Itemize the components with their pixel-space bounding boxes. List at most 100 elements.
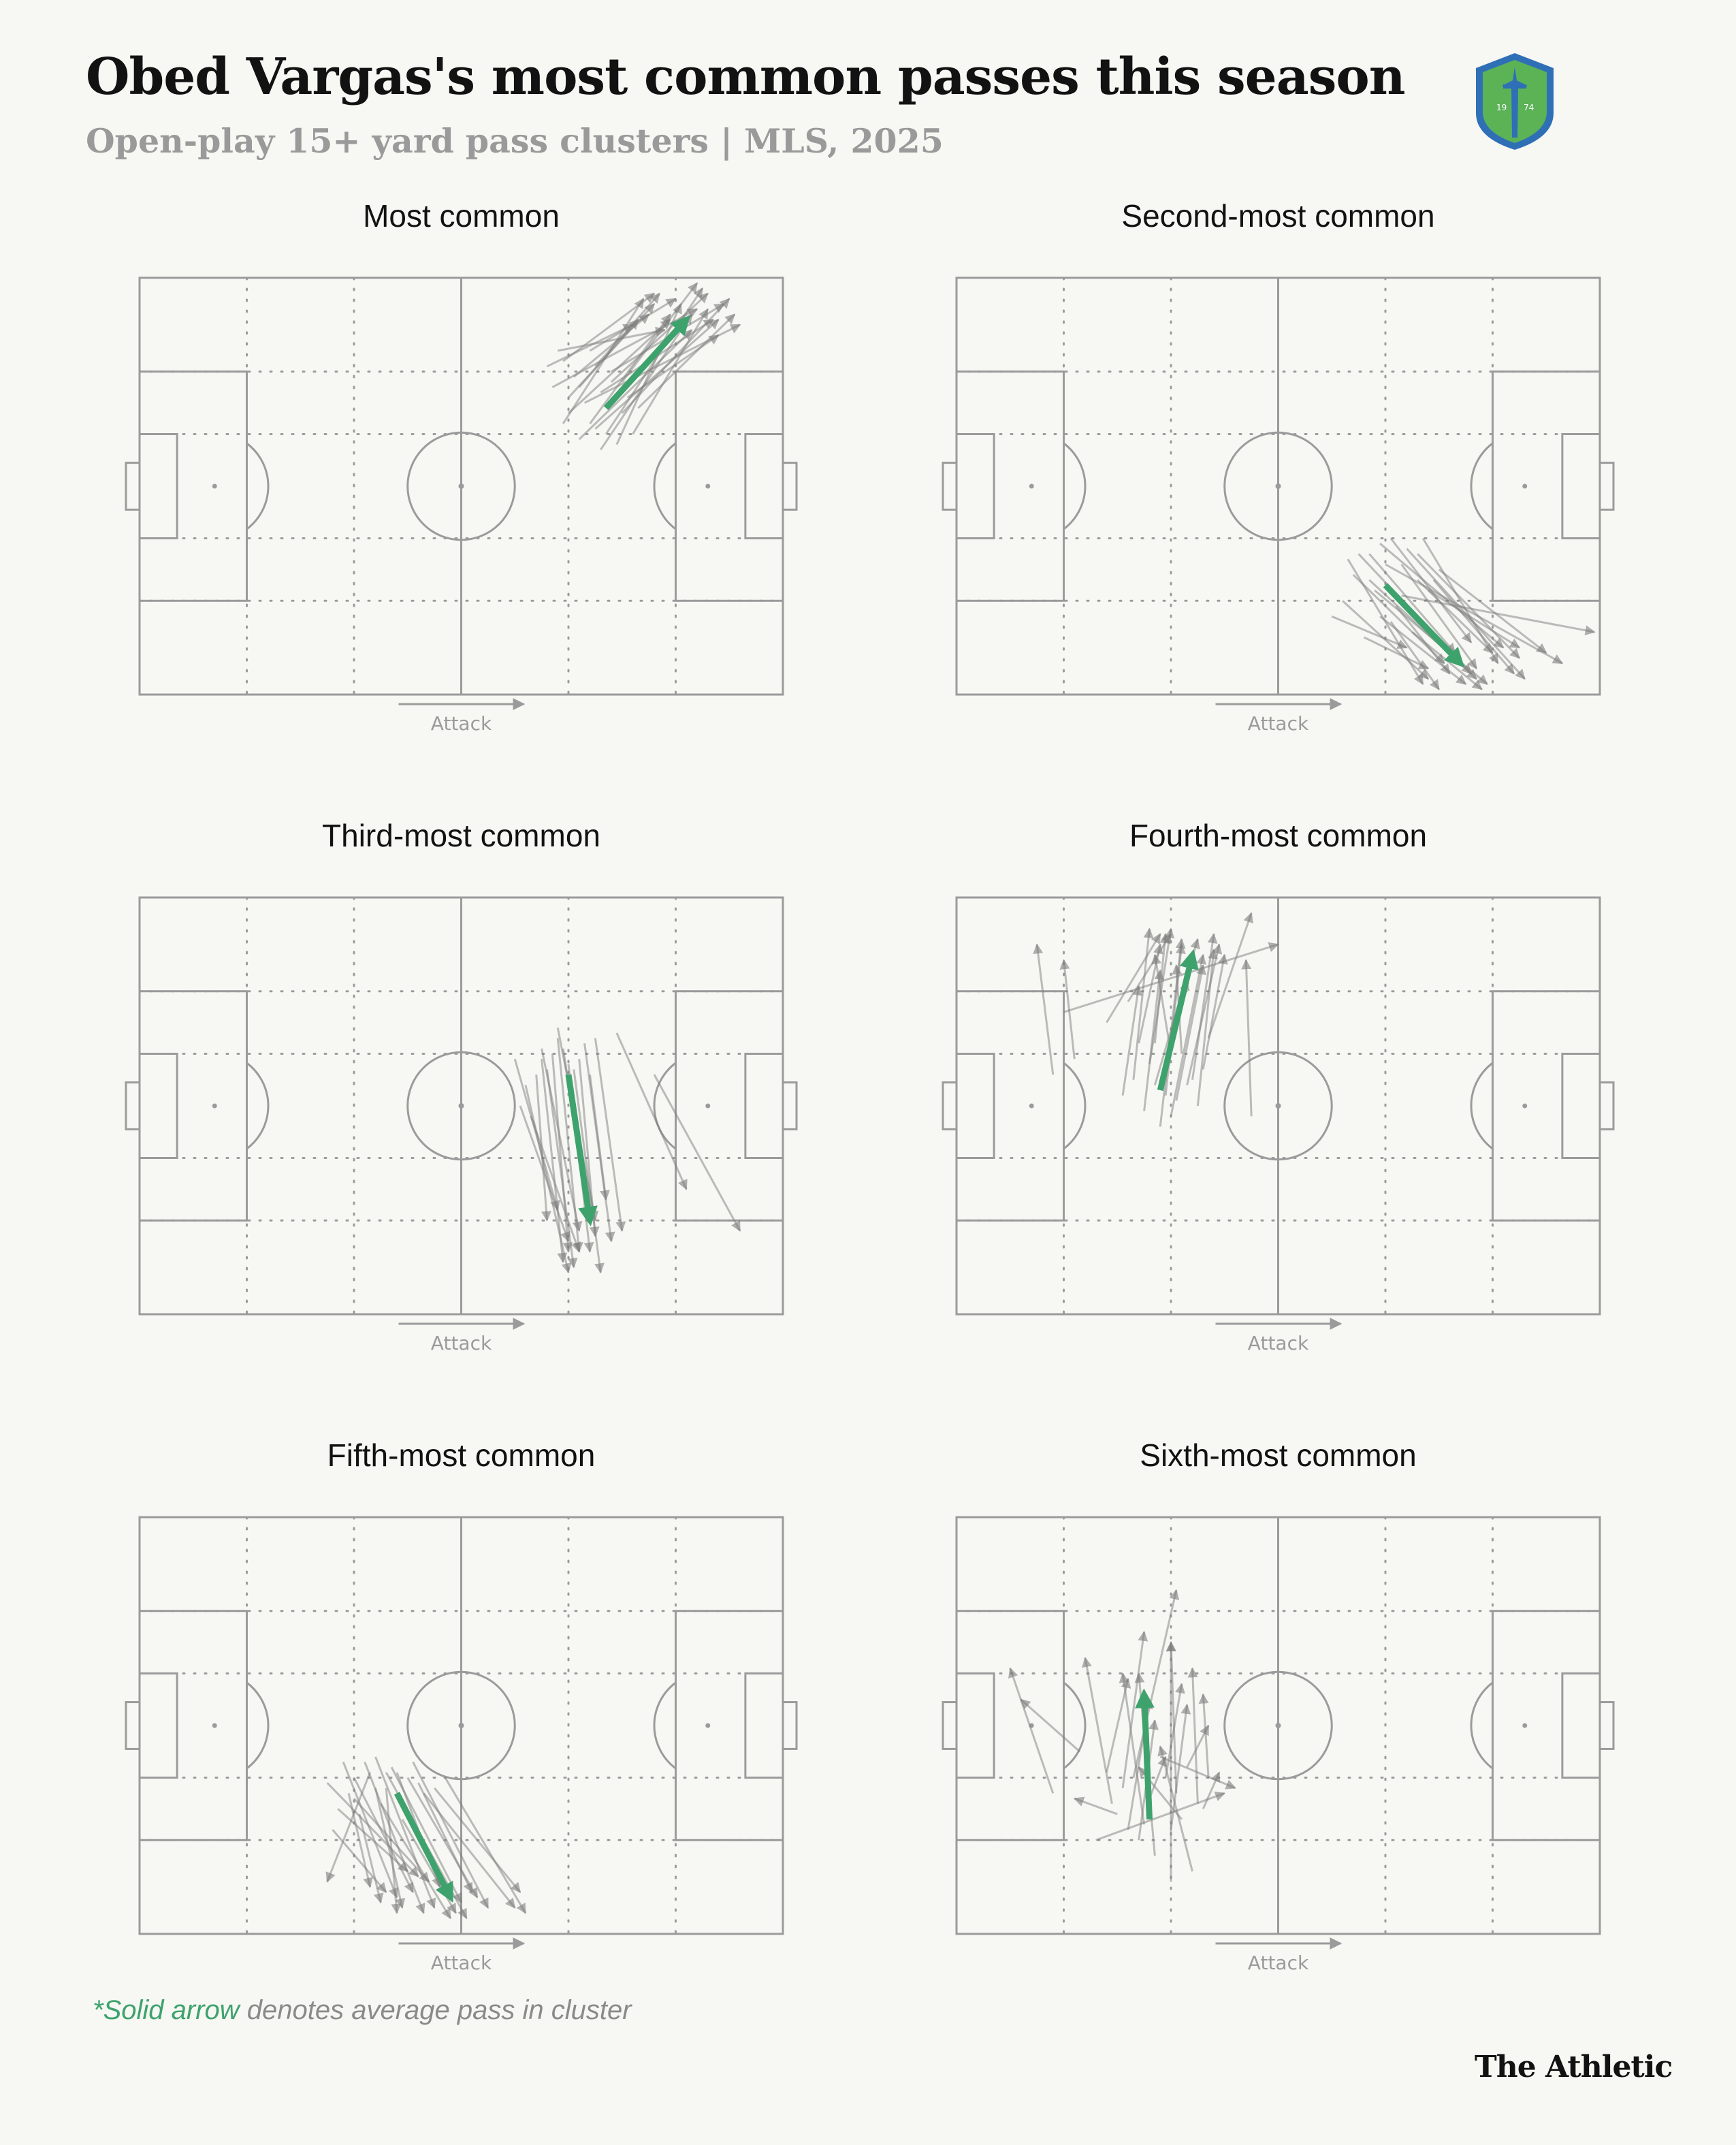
pass-arrow xyxy=(1020,1698,1081,1753)
pass-arrow xyxy=(1379,543,1505,649)
pitch-lines xyxy=(125,1516,798,1935)
pass-arrow xyxy=(1106,933,1161,1023)
pass-arrow xyxy=(326,1782,419,1877)
pass-arrow xyxy=(1170,953,1206,1117)
pass-arrow xyxy=(364,1762,425,1914)
pitch-lines xyxy=(125,896,798,1316)
pass-arrow xyxy=(385,1788,402,1914)
passes xyxy=(1033,912,1279,1127)
pass-arrow xyxy=(541,1058,568,1263)
pass-arrow xyxy=(1063,942,1279,1013)
pass-arrow xyxy=(358,1813,384,1904)
pitch-panel: Attack xyxy=(942,896,1615,1354)
pitch-lines xyxy=(942,276,1615,696)
pass-arrow xyxy=(1153,933,1170,1044)
pass-arrow xyxy=(1157,1745,1193,1872)
pass-arrow xyxy=(1175,964,1206,1101)
pass-arrow xyxy=(1401,594,1596,636)
pass-arrow xyxy=(1132,927,1154,1080)
average-pass-arrow xyxy=(1383,583,1465,668)
average-pass-arrow xyxy=(603,315,691,411)
pass-arrow xyxy=(1363,636,1430,670)
average-pass-arrow xyxy=(565,1074,598,1226)
pass-arrow xyxy=(1438,569,1547,654)
page-title: Obed Vargas's most common passes this se… xyxy=(86,48,1406,106)
pass-arrow xyxy=(1121,985,1143,1096)
footnote-text: denotes average pass in cluster xyxy=(239,1995,632,2025)
pass-arrow xyxy=(390,1766,462,1904)
brand-logo: The Athletic xyxy=(1475,2050,1673,2084)
pass-arrow xyxy=(637,313,736,409)
pass-arrow xyxy=(1132,1589,1180,1778)
pass-arrow xyxy=(1347,558,1424,685)
pass-arrow xyxy=(1389,621,1440,690)
pass-arrow xyxy=(1059,959,1076,1060)
pass-arrow xyxy=(594,292,660,368)
page-subtitle: Open-play 15+ yard pass clusters | MLS, … xyxy=(86,121,944,161)
pass-arrow xyxy=(412,1761,489,1909)
svg-text:19: 19 xyxy=(1496,103,1507,112)
pass-arrow xyxy=(632,308,709,435)
pitch-lines xyxy=(942,1516,1615,1935)
average-pass-arrow xyxy=(1157,949,1199,1092)
pass-arrow xyxy=(556,1038,583,1253)
pass-arrow xyxy=(332,1829,387,1893)
pass-arrow xyxy=(578,319,639,388)
pitch-lines xyxy=(942,896,1615,1316)
panel-title: Second-most common xyxy=(1121,198,1435,234)
panel-title: Sixth-most common xyxy=(1140,1437,1417,1473)
pass-arrow xyxy=(1095,1792,1226,1841)
pass-arrow xyxy=(1159,1755,1236,1790)
pass-arrow xyxy=(374,1756,436,1909)
pass-arrow xyxy=(573,1069,605,1274)
pass-arrow xyxy=(600,313,693,451)
pass-arrow xyxy=(1082,1657,1113,1805)
attack-label: Attack xyxy=(431,1332,492,1354)
pass-arrow xyxy=(1202,1771,1221,1810)
passes xyxy=(325,1756,527,1920)
footnote: *Solid arrow denotes average pass in clu… xyxy=(93,1995,632,2026)
pass-arrow xyxy=(589,1074,610,1201)
panel-title: Third-most common xyxy=(322,818,600,853)
pass-arrow xyxy=(401,1818,457,1914)
pass-arrow xyxy=(1341,600,1430,680)
pitch-panel: Attack xyxy=(125,1516,798,1974)
pass-arrow xyxy=(433,1787,521,1893)
pass-arrow xyxy=(1428,589,1521,649)
pass-arrow xyxy=(594,1038,626,1233)
pass-arrow xyxy=(1106,1677,1131,1773)
seattle-sounders-crest-icon: 19 74 xyxy=(1476,53,1554,150)
pass-arrow xyxy=(1143,969,1165,1111)
pass-arrow xyxy=(621,282,698,383)
pass-arrow xyxy=(347,1793,373,1888)
pass-arrow xyxy=(1121,1630,1148,1789)
pass-arrow xyxy=(1421,537,1499,665)
pass-arrow xyxy=(610,292,709,383)
pass-arrow xyxy=(519,1105,570,1243)
pass-arrow xyxy=(1186,943,1223,1085)
pass-arrow xyxy=(1417,553,1520,659)
pass-arrow xyxy=(1008,1667,1055,1794)
pass-arrow xyxy=(1406,547,1526,680)
pass-arrow xyxy=(342,1761,399,1898)
attack-label: Attack xyxy=(431,1952,492,1974)
pass-arrow xyxy=(1148,1755,1168,1799)
pass-arrow xyxy=(546,323,634,368)
pass-arrow xyxy=(1202,953,1228,1070)
pass-arrow xyxy=(615,1032,688,1190)
pass-arrow xyxy=(1385,563,1564,665)
pass-arrow xyxy=(337,1808,408,1873)
pass-arrow xyxy=(562,292,656,362)
pass-arrow xyxy=(1331,615,1408,649)
pass-arrow xyxy=(417,1782,473,1894)
passes xyxy=(1008,1589,1236,1882)
svg-text:74: 74 xyxy=(1524,103,1534,112)
footnote-accent: *Solid arrow xyxy=(93,1995,240,2025)
average-pass-arrow xyxy=(1135,1688,1155,1820)
pass-arrow xyxy=(557,326,666,352)
pass-arrow xyxy=(594,319,720,430)
passes xyxy=(1331,537,1596,690)
pitch-panel: Attack xyxy=(125,896,798,1354)
pass-arrow xyxy=(1187,1667,1199,1804)
panel-title: Fourth-most common xyxy=(1129,818,1428,853)
